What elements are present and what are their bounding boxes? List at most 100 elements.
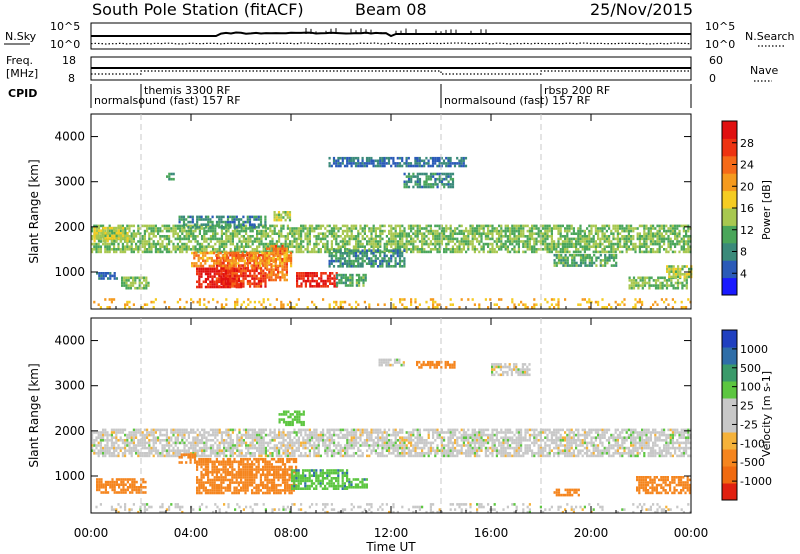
heatmap-cell (421, 242, 424, 246)
heatmap-cell (434, 172, 437, 176)
heatmap-cell (196, 300, 199, 304)
heatmap-cell (398, 164, 402, 168)
heatmap-cell (346, 235, 349, 238)
heatmap-cell (218, 274, 221, 278)
heatmap-cell (405, 175, 408, 178)
heatmap-cell (181, 242, 184, 246)
heatmap-cell (454, 248, 457, 251)
heatmap-cell (262, 444, 265, 447)
heatmap-cell (285, 270, 288, 274)
heatmap-cell (268, 270, 271, 274)
heatmap-cell (592, 242, 595, 246)
heatmap-cell (106, 237, 109, 240)
heatmap-cell (225, 232, 228, 235)
heatmap-cell (300, 245, 303, 248)
heatmap-cell (194, 446, 197, 450)
heatmap-cell (396, 164, 399, 168)
heatmap-cell (358, 284, 361, 287)
heatmap-cell (355, 248, 358, 251)
heatmap-cell (224, 256, 227, 260)
heatmap-cell (249, 428, 252, 432)
heatmap-cell (407, 185, 411, 189)
heatmap-cell (201, 242, 204, 246)
heatmap-cell (150, 248, 153, 251)
heatmap-cell (182, 215, 186, 219)
heatmap-cell (236, 303, 239, 306)
heatmap-cell (277, 255, 280, 258)
heatmap-cell (535, 224, 538, 228)
heatmap-cell (454, 237, 457, 241)
heatmap-cell (401, 237, 404, 241)
heatmap-cell (249, 300, 252, 304)
heatmap-cell (143, 276, 146, 280)
heatmap-cell (346, 164, 349, 168)
heatmap-cell (246, 251, 249, 255)
heatmap-cell (306, 227, 309, 230)
heatmap-cell (381, 259, 384, 263)
heatmap-cell (643, 276, 647, 280)
heatmap-cell (262, 274, 265, 278)
heatmap-cell (237, 254, 240, 257)
heatmap-cell (187, 240, 190, 243)
heatmap-cell (632, 281, 636, 285)
heatmap-cell (601, 235, 604, 238)
heatmap-cell (597, 303, 600, 306)
heatmap-cell (286, 213, 289, 217)
heatmap-cell (566, 227, 569, 230)
heatmap-cell (236, 242, 239, 246)
heatmap-cell (268, 259, 271, 263)
heatmap-cell (247, 227, 250, 230)
heatmap-cell (665, 232, 668, 235)
heatmap-cell (102, 242, 105, 246)
heatmap-cell (235, 226, 238, 229)
heatmap-cell (641, 245, 644, 248)
heatmap-cell (425, 162, 428, 165)
heatmap-cell (121, 248, 124, 251)
heatmap-cell (150, 237, 153, 241)
heatmap-cell (268, 268, 271, 271)
heatmap-cell (257, 266, 260, 270)
heatmap-cell (124, 239, 127, 243)
heatmap-cell (588, 253, 591, 257)
heatmap-cell (157, 436, 160, 439)
heatmap-cell (283, 256, 286, 260)
heatmap-cell (102, 277, 105, 280)
heatmap-cell (117, 229, 120, 232)
heatmap-cell (300, 431, 303, 434)
heatmap-cell (487, 250, 490, 254)
heatmap-cell (562, 256, 565, 260)
heatmap-cell (392, 235, 395, 238)
heatmap-cell (240, 439, 243, 442)
heatmap-cell (665, 298, 668, 301)
heatmap-cell (185, 428, 188, 432)
heatmap-cell (396, 245, 399, 248)
heatmap-cell (115, 449, 118, 452)
heatmap-cell (416, 180, 419, 184)
heatmap-cell (141, 237, 144, 241)
heatmap-cell (537, 248, 540, 251)
heatmap-cell (262, 224, 265, 228)
heatmap-cell (350, 232, 353, 235)
heatmap-cell (143, 240, 146, 243)
heatmap-cell (113, 446, 116, 450)
heatmap-cell (264, 452, 267, 455)
heatmap-cell (332, 254, 336, 258)
heatmap-cell (125, 276, 128, 280)
heatmap-cell (630, 229, 633, 233)
heatmap-cell (300, 452, 303, 455)
heatmap-cell (225, 303, 228, 306)
heatmap-cell (612, 245, 615, 248)
heatmap-cell (198, 242, 201, 246)
heatmap-cell (280, 213, 283, 217)
heatmap-cell (306, 237, 309, 241)
heatmap-cell (460, 242, 463, 246)
heatmap-cell (343, 259, 347, 263)
heatmap-cell (176, 235, 179, 238)
heatmap-cell (249, 245, 252, 248)
heatmap-cell (333, 277, 336, 280)
heatmap-cell (429, 232, 432, 235)
heatmap-cell (227, 431, 230, 434)
heatmap-cell (278, 240, 281, 243)
heatmap-cell (117, 439, 120, 442)
heatmap-cell (418, 240, 421, 243)
